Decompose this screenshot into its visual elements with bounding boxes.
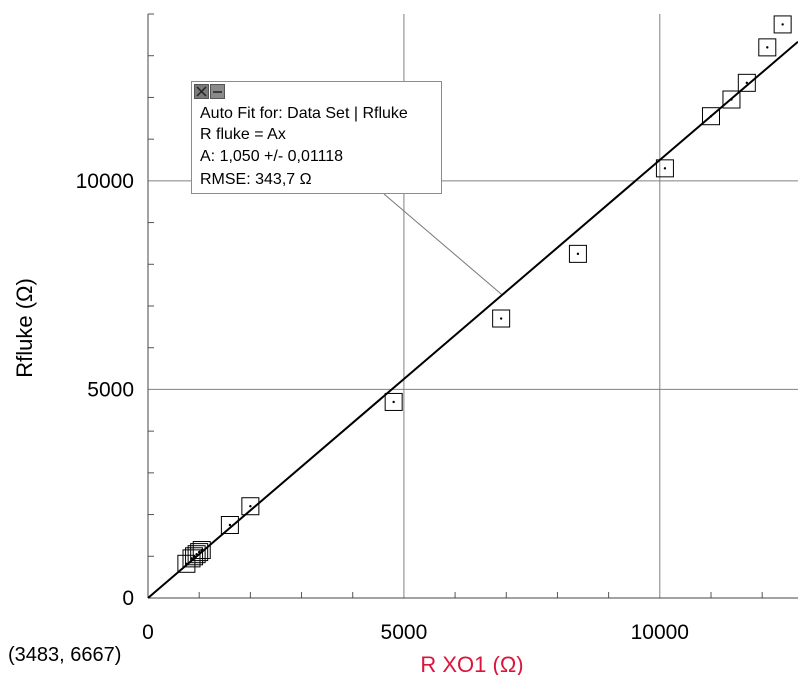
y-tick-label: 10000 bbox=[76, 170, 134, 193]
data-point-dot bbox=[228, 523, 232, 527]
data-point[interactable] bbox=[655, 159, 674, 178]
data-point-marker[interactable] bbox=[722, 90, 741, 109]
data-point-dot bbox=[730, 98, 733, 101]
x-tick-label: 5000 bbox=[381, 621, 428, 644]
data-point-marker[interactable] bbox=[568, 244, 587, 263]
minor-ticks bbox=[148, 13, 763, 598]
x-tick-label: 0 bbox=[142, 621, 154, 644]
data-point-dot bbox=[392, 400, 395, 404]
data-point-dot bbox=[195, 553, 198, 556]
x-axis-title: R XO1 (Ω) bbox=[420, 652, 523, 675]
data-point[interactable] bbox=[773, 15, 792, 34]
axes bbox=[147, 14, 798, 599]
data-point-marker[interactable] bbox=[492, 309, 511, 328]
x-tick-label: 10000 bbox=[631, 621, 689, 644]
y-tick-label: 5000 bbox=[87, 378, 134, 401]
data-point[interactable] bbox=[192, 541, 211, 560]
data-point-marker[interactable] bbox=[187, 545, 206, 564]
data-point-dot bbox=[197, 550, 201, 554]
data-point-marker[interactable] bbox=[773, 15, 792, 34]
data-point-marker[interactable] bbox=[701, 107, 720, 126]
fit-parameter: A: 1,050 +/- 0,01118 bbox=[200, 148, 344, 165]
data-point[interactable] bbox=[701, 107, 720, 126]
data-point[interactable] bbox=[758, 38, 777, 57]
data-point-marker[interactable] bbox=[758, 38, 777, 57]
data-point-marker[interactable] bbox=[241, 497, 260, 516]
data-point-marker[interactable] bbox=[737, 73, 756, 92]
tick-labels: 0 5000 10000 0 5000 10000 bbox=[76, 170, 689, 644]
data-point-marker[interactable] bbox=[192, 541, 211, 560]
y-axis-title: Rfluke (Ω) bbox=[12, 278, 37, 378]
y-tick-label: 0 bbox=[122, 587, 134, 610]
fit-title: Auto Fit for: Data Set | Rfluke bbox=[200, 105, 408, 122]
close-icon[interactable] bbox=[194, 84, 209, 99]
data-point[interactable] bbox=[187, 545, 206, 564]
fit-rmse: RMSE: 343,7 Ω bbox=[200, 171, 312, 188]
fit-equation: R fluke = Ax bbox=[200, 126, 286, 143]
data-point-marker[interactable] bbox=[384, 392, 403, 411]
data-point[interactable] bbox=[220, 516, 239, 534]
data-point[interactable] bbox=[241, 497, 260, 516]
data-point-dot bbox=[249, 505, 252, 508]
data-point-dot bbox=[766, 46, 769, 49]
data-point-dot bbox=[781, 23, 784, 26]
data-point-marker[interactable] bbox=[177, 554, 196, 573]
data-point[interactable] bbox=[190, 543, 209, 562]
data-point-dot bbox=[499, 317, 503, 320]
data-point[interactable] bbox=[492, 309, 511, 328]
data-point[interactable] bbox=[737, 73, 756, 92]
data-point-marker[interactable] bbox=[220, 516, 239, 534]
data-point[interactable] bbox=[722, 90, 741, 109]
data-point-marker[interactable] bbox=[190, 543, 209, 562]
minimize-icon[interactable] bbox=[210, 84, 225, 99]
data-point-marker[interactable] bbox=[185, 547, 204, 566]
fit-line[interactable] bbox=[147, 40, 798, 599]
data-point[interactable] bbox=[384, 392, 403, 411]
fit-leader-line bbox=[383, 193, 503, 296]
data-point[interactable] bbox=[568, 244, 587, 263]
data-point-dot bbox=[745, 81, 749, 85]
data-point-dot bbox=[576, 252, 580, 256]
auto-fit-box[interactable]: Auto Fit for: Data Set | Rfluke R fluke … bbox=[191, 81, 442, 194]
data-points[interactable] bbox=[177, 15, 792, 573]
data-point-dot bbox=[200, 548, 203, 552]
cursor-coordinate-readout: (3483, 6667) bbox=[8, 644, 122, 666]
data-point-dot bbox=[663, 167, 667, 170]
data-point-marker[interactable] bbox=[655, 159, 674, 178]
data-point-dot bbox=[709, 115, 713, 118]
